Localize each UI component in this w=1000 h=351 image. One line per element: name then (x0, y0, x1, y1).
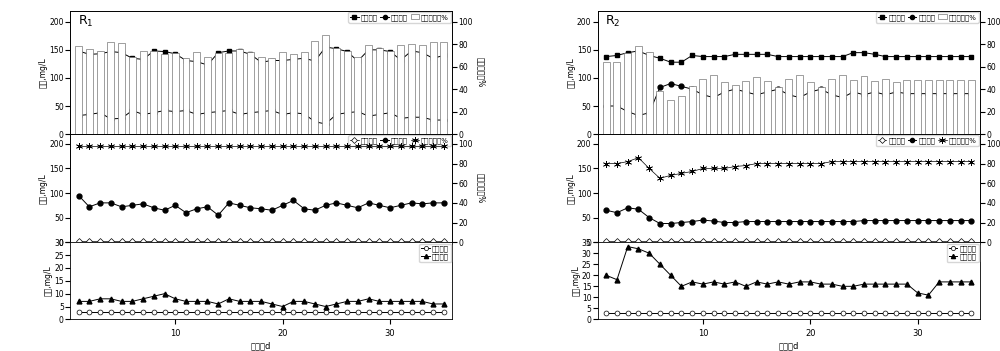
Bar (796, 74, 803, 134)
Bar (311, 41, 318, 134)
Bar (118, 43, 125, 134)
Bar (183, 58, 189, 134)
Bar (161, 54, 168, 134)
Text: R$_2$: R$_2$ (605, 14, 621, 29)
Y-axis label: 亚氮累积率%: 亚氮累积率% (476, 173, 485, 203)
Bar (107, 42, 114, 134)
Bar (86, 49, 93, 134)
Bar (150, 51, 157, 134)
Legend: 进水亚氮, 出水亚氮, 亚氮累积率%: 进水亚氮, 出水亚氮, 亚氮累积率% (348, 135, 451, 146)
Bar (301, 52, 308, 134)
Y-axis label: 浓度,mg/L: 浓度,mg/L (39, 57, 48, 88)
Y-axis label: 浓度,mg/L: 浓度,mg/L (571, 265, 580, 296)
Bar (215, 53, 222, 134)
Bar (753, 77, 760, 134)
Bar (613, 62, 620, 134)
Bar (75, 46, 82, 134)
Bar (236, 49, 243, 134)
Bar (204, 57, 211, 134)
Bar (699, 79, 706, 134)
Bar (279, 52, 286, 134)
Bar (850, 80, 857, 134)
Bar (129, 57, 136, 134)
Bar (818, 87, 825, 134)
Bar (290, 54, 297, 134)
Bar (97, 51, 104, 134)
Bar (408, 44, 415, 134)
Bar (732, 85, 739, 134)
Y-axis label: 浓度,mg/L: 浓度,mg/L (567, 173, 576, 204)
Bar (721, 82, 728, 134)
Legend: 进水氨氮, 出水氨氮, 氨氮去除率%: 进水氨氮, 出水氨氮, 氨氮去除率% (876, 12, 979, 23)
Bar (440, 42, 447, 134)
Bar (322, 35, 329, 134)
Y-axis label: 浓度,mg/L: 浓度,mg/L (567, 57, 576, 88)
Bar (957, 80, 964, 134)
Bar (247, 52, 254, 134)
Bar (871, 81, 878, 134)
Bar (893, 82, 900, 134)
Bar (667, 100, 674, 134)
Bar (225, 53, 232, 134)
Bar (689, 86, 696, 134)
Bar (785, 79, 792, 134)
Bar (742, 81, 749, 134)
Text: R$_1$: R$_1$ (78, 14, 93, 29)
Bar (968, 80, 975, 134)
Bar (861, 76, 867, 134)
Bar (882, 79, 889, 134)
Legend: 进水硝氮, 出水硝氮: 进水硝氮, 出水硝氮 (419, 244, 451, 262)
Bar (764, 81, 771, 134)
Bar (258, 57, 265, 134)
Bar (903, 80, 910, 134)
Bar (775, 87, 782, 134)
Bar (635, 46, 642, 134)
Y-axis label: 氨氮去除率%: 氨氮去除率% (476, 57, 485, 87)
Bar (624, 53, 631, 134)
Bar (946, 80, 953, 134)
Bar (376, 48, 383, 134)
Bar (419, 45, 426, 134)
Bar (603, 62, 610, 134)
Legend: 进水氨氮, 出水氨氮, 氨氮去除率%: 进水氨氮, 出水氨氮, 氨氮去除率% (348, 12, 451, 23)
Bar (140, 51, 147, 134)
Legend: 进水硝氮, 出水硝氮: 进水硝氮, 出水硝氮 (947, 244, 979, 262)
Bar (354, 57, 361, 134)
Bar (710, 74, 717, 134)
X-axis label: 时间，d: 时间，d (251, 341, 271, 350)
Bar (430, 42, 437, 134)
Bar (828, 79, 835, 134)
Y-axis label: 浓度,mg/L: 浓度,mg/L (39, 173, 48, 204)
Y-axis label: 浓度,mg/L: 浓度,mg/L (44, 265, 53, 296)
Bar (925, 80, 932, 134)
Bar (807, 82, 814, 134)
Bar (365, 45, 372, 134)
Bar (172, 53, 179, 134)
Bar (839, 74, 846, 134)
Bar (268, 58, 275, 134)
Bar (193, 52, 200, 134)
Legend: 进水亚氮, 出水亚氮, 亚氮累积率%: 进水亚氮, 出水亚氮, 亚氮累积率% (876, 135, 979, 146)
Bar (397, 45, 404, 134)
Bar (646, 52, 653, 134)
Bar (936, 80, 943, 134)
Bar (344, 51, 351, 134)
X-axis label: 时间，d: 时间，d (779, 341, 799, 350)
Bar (914, 80, 921, 134)
Bar (333, 48, 340, 134)
Bar (656, 91, 663, 134)
Bar (678, 96, 685, 134)
Bar (387, 51, 394, 134)
